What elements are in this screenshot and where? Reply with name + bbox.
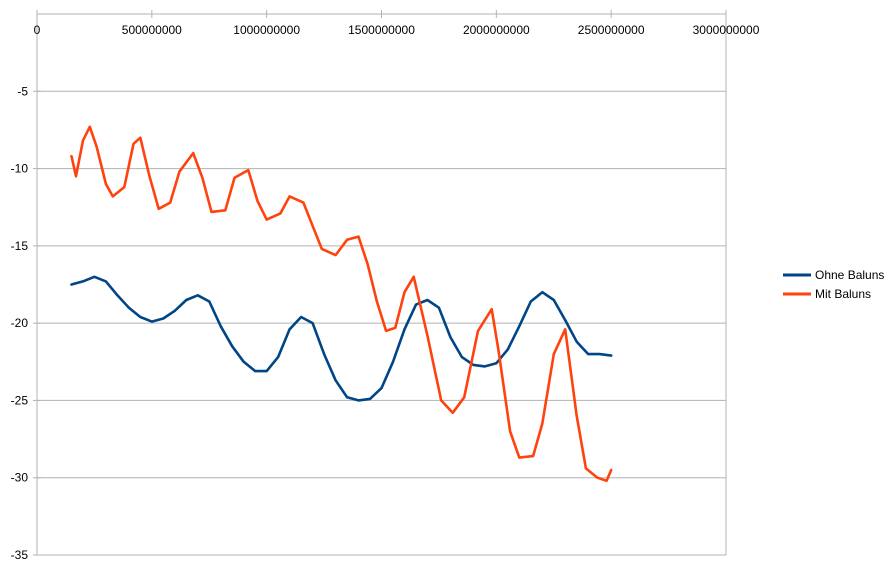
x-tick-label: 2000000000 [463, 23, 530, 37]
legend-label-0: Ohne Baluns [815, 268, 884, 282]
x-tick-label: 0 [34, 23, 41, 37]
x-tick-label: 3000000000 [693, 23, 760, 37]
series-line-1 [70, 125, 613, 483]
y-tick-label: -30 [11, 471, 29, 485]
y-tick-label: -15 [11, 239, 29, 253]
x-tick-label: 500000000 [122, 23, 182, 37]
y-tick-label: -35 [11, 548, 29, 562]
axes [33, 10, 727, 556]
y-tick-label: -20 [11, 316, 29, 330]
y-tick-label: -5 [17, 84, 28, 98]
y-tick-label: -10 [11, 162, 29, 176]
series-line-0 [70, 275, 613, 402]
legend: Ohne Baluns Mit Baluns [783, 268, 884, 301]
x-tick-label: 1000000000 [233, 23, 300, 37]
x-tick-label: 2500000000 [578, 23, 645, 37]
series-lines [70, 125, 613, 483]
legend-label-1: Mit Baluns [815, 287, 871, 301]
grid-lines [37, 90, 726, 556]
x-tick-label: 1500000000 [348, 23, 415, 37]
y-tick-label: -25 [11, 393, 29, 407]
tick-labels: 0 500000000 1000000000 1500000000 2000000000… [11, 23, 760, 562]
